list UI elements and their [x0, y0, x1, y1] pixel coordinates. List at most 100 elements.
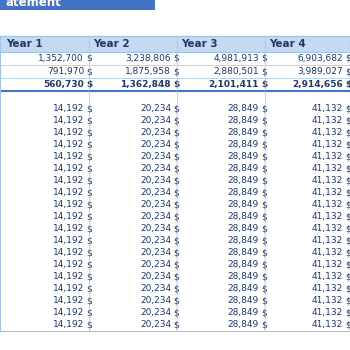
Text: $: $ — [261, 105, 267, 113]
Text: $: $ — [173, 67, 179, 76]
Text: 2,914,656: 2,914,656 — [292, 80, 343, 89]
Bar — [0, 235, 350, 247]
Bar — [0, 78, 350, 91]
Text: 14,192: 14,192 — [53, 237, 84, 245]
Text: $: $ — [86, 285, 92, 294]
Text: 28,849: 28,849 — [228, 212, 259, 222]
Text: $: $ — [86, 176, 92, 186]
Text: 20,234: 20,234 — [140, 237, 171, 245]
Text: 28,849: 28,849 — [228, 308, 259, 317]
Text: $: $ — [86, 54, 92, 63]
Text: 28,849: 28,849 — [228, 140, 259, 149]
Text: Year 1: Year 1 — [6, 39, 43, 49]
Text: $: $ — [345, 176, 350, 186]
Text: 20,234: 20,234 — [140, 153, 171, 161]
Text: $: $ — [173, 212, 179, 222]
Text: 14,192: 14,192 — [53, 117, 84, 126]
Text: 20,234: 20,234 — [140, 164, 171, 174]
Text: 41,132: 41,132 — [312, 153, 343, 161]
Text: 28,849: 28,849 — [228, 248, 259, 258]
Text: 20,234: 20,234 — [140, 176, 171, 186]
Text: $: $ — [261, 140, 267, 149]
Text: $: $ — [345, 201, 350, 210]
Text: $: $ — [345, 67, 350, 76]
Text: 20,234: 20,234 — [140, 189, 171, 197]
Text: 14,192: 14,192 — [53, 212, 84, 222]
Text: 28,849: 28,849 — [228, 153, 259, 161]
Text: $: $ — [261, 189, 267, 197]
Text: 20,234: 20,234 — [140, 321, 171, 329]
Text: 28,849: 28,849 — [228, 260, 259, 270]
Text: 4,981,913: 4,981,913 — [214, 54, 259, 63]
Text: $: $ — [345, 212, 350, 222]
Text: $: $ — [345, 105, 350, 113]
Text: $: $ — [86, 224, 92, 233]
Text: 20,234: 20,234 — [140, 128, 171, 138]
Text: $: $ — [261, 273, 267, 281]
Text: $: $ — [173, 260, 179, 270]
Text: 2,880,501: 2,880,501 — [214, 67, 259, 76]
Text: 20,234: 20,234 — [140, 201, 171, 210]
Text: 20,234: 20,234 — [140, 273, 171, 281]
Text: $: $ — [86, 201, 92, 210]
Text: $: $ — [173, 237, 179, 245]
Text: 6,903,682: 6,903,682 — [298, 54, 343, 63]
Text: $: $ — [345, 140, 350, 149]
Text: 28,849: 28,849 — [228, 128, 259, 138]
Text: $: $ — [173, 321, 179, 329]
Text: 41,132: 41,132 — [312, 321, 343, 329]
Text: 14,192: 14,192 — [53, 285, 84, 294]
Text: 28,849: 28,849 — [228, 105, 259, 113]
Text: 14,192: 14,192 — [53, 189, 84, 197]
Text: 28,849: 28,849 — [228, 189, 259, 197]
Text: 41,132: 41,132 — [312, 296, 343, 306]
Text: $: $ — [86, 164, 92, 174]
Text: 20,234: 20,234 — [140, 140, 171, 149]
Text: 28,849: 28,849 — [228, 273, 259, 281]
Text: 20,234: 20,234 — [140, 105, 171, 113]
Text: atement: atement — [5, 0, 61, 8]
Bar — [0, 151, 350, 163]
Text: 20,234: 20,234 — [140, 117, 171, 126]
Text: $: $ — [345, 80, 350, 89]
Text: 14,192: 14,192 — [53, 321, 84, 329]
Text: $: $ — [86, 248, 92, 258]
Text: $: $ — [345, 54, 350, 63]
Text: $: $ — [86, 260, 92, 270]
Text: $: $ — [345, 248, 350, 258]
Text: 41,132: 41,132 — [312, 237, 343, 245]
Text: $: $ — [261, 201, 267, 210]
Text: 41,132: 41,132 — [312, 128, 343, 138]
Text: $: $ — [86, 237, 92, 245]
Text: 14,192: 14,192 — [53, 164, 84, 174]
Bar — [0, 115, 350, 127]
Text: $: $ — [173, 80, 179, 89]
Bar — [0, 65, 350, 78]
Text: $: $ — [345, 117, 350, 126]
Text: 1,362,848: 1,362,848 — [120, 80, 171, 89]
Text: 14,192: 14,192 — [53, 105, 84, 113]
Text: 28,849: 28,849 — [228, 237, 259, 245]
Text: $: $ — [261, 296, 267, 306]
Text: $: $ — [345, 260, 350, 270]
Text: $: $ — [86, 128, 92, 138]
Text: 41,132: 41,132 — [312, 260, 343, 270]
Text: 3,238,806: 3,238,806 — [125, 54, 171, 63]
Text: $: $ — [173, 308, 179, 317]
Text: $: $ — [261, 80, 267, 89]
Text: $: $ — [86, 296, 92, 306]
Text: $: $ — [345, 285, 350, 294]
Text: 28,849: 28,849 — [228, 296, 259, 306]
Bar — [0, 103, 350, 115]
Text: $: $ — [86, 153, 92, 161]
Text: 41,132: 41,132 — [312, 117, 343, 126]
Text: 20,234: 20,234 — [140, 224, 171, 233]
Text: $: $ — [173, 189, 179, 197]
Text: 14,192: 14,192 — [53, 128, 84, 138]
Text: 1,875,958: 1,875,958 — [125, 67, 171, 76]
Text: $: $ — [173, 285, 179, 294]
Text: $: $ — [86, 273, 92, 281]
Text: 791,970: 791,970 — [47, 67, 84, 76]
Text: $: $ — [173, 105, 179, 113]
Text: 20,234: 20,234 — [140, 248, 171, 258]
